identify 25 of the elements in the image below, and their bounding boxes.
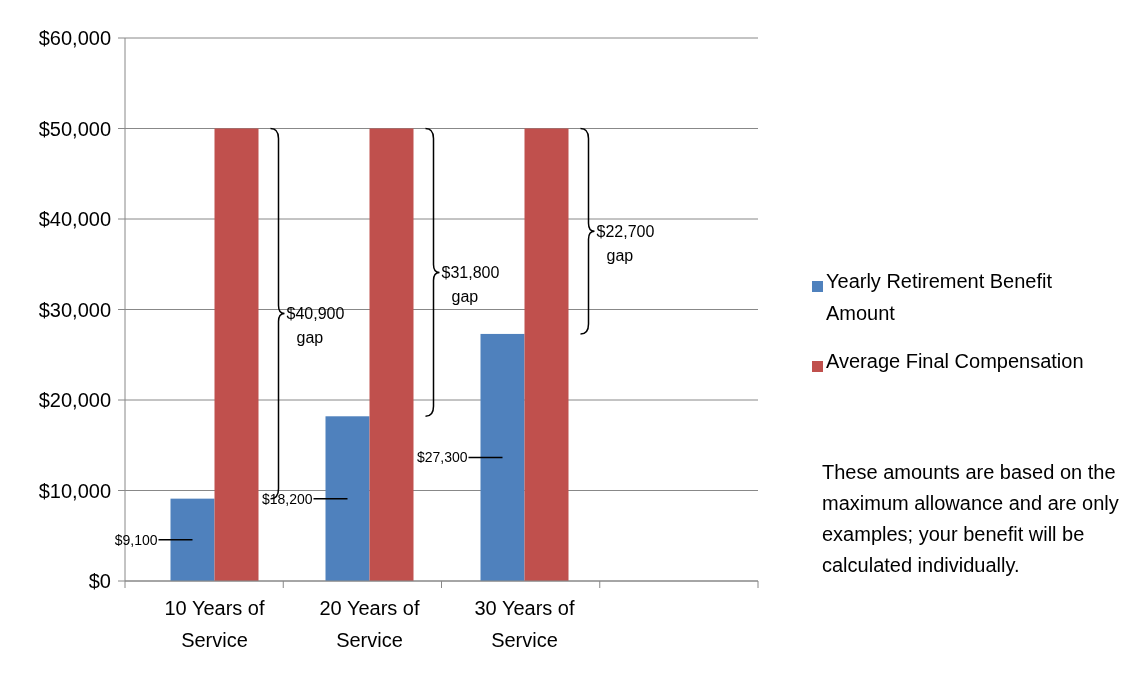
- legend-label: Average Final Compensation: [826, 350, 1084, 372]
- y-tick-label: $60,000: [38, 27, 111, 49]
- x-tick-label: 10 Years of Service: [164, 597, 265, 651]
- annotation: $40,900 gap: [286, 305, 345, 347]
- bar: [524, 128, 569, 581]
- y-tick-label: $20,000: [38, 389, 111, 411]
- annotation: $22,700 gap: [596, 222, 655, 264]
- x-tick-label: 30 Years of Service: [474, 597, 575, 651]
- data-label: $9,100: [114, 531, 158, 548]
- bar: [170, 498, 215, 581]
- bar: [214, 128, 259, 581]
- legend-label: Yearly Retirement Benefit Amount: [826, 270, 1053, 324]
- bar: [369, 128, 414, 581]
- bar: [325, 416, 370, 581]
- text: These amounts are based on the maximum allowance and are only examples; your benefit will be calculated individually.: [822, 461, 1119, 576]
- x-tick-label: 20 Years of Service: [319, 597, 420, 651]
- y-tick-label: $50,000: [38, 117, 111, 140]
- y-tick-label: $40,000: [38, 208, 111, 230]
- data-label: $18,200: [261, 490, 313, 507]
- data-label: $27,300: [416, 449, 468, 466]
- annotation: $31,800 gap: [441, 263, 500, 305]
- y-tick-label: $10,000: [38, 479, 111, 502]
- y-tick-label: $0: [88, 570, 111, 592]
- y-tick-label: $30,000: [38, 298, 111, 321]
- bar: [480, 333, 525, 581]
